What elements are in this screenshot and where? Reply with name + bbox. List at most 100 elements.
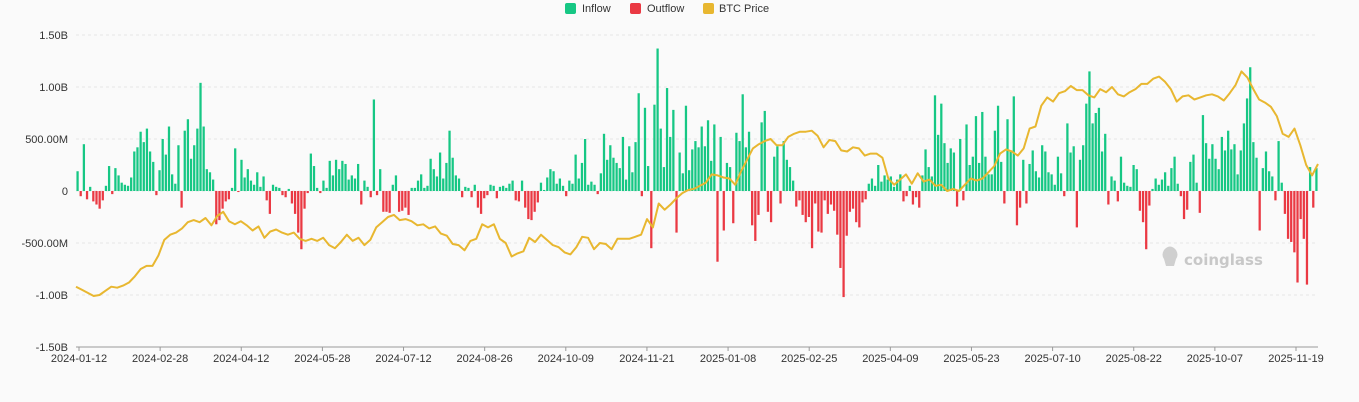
legend-item-btc-price[interactable]: BTC Price	[703, 3, 769, 15]
outflow-bar	[832, 191, 836, 211]
inflow-bar	[977, 162, 981, 191]
inflow-bar	[344, 163, 347, 191]
outflow-bar	[851, 191, 855, 209]
inflow-bar	[454, 175, 457, 191]
inflow-bar	[549, 169, 552, 191]
coinglass-logo-icon	[1162, 246, 1178, 266]
inflow-bar	[1157, 184, 1160, 191]
outflow-bar	[98, 191, 101, 209]
inflow-bar	[981, 111, 984, 191]
legend-label-outflow: Outflow	[647, 3, 684, 15]
outflow-bar	[227, 191, 231, 200]
inflow-bar	[423, 187, 426, 191]
inflow-bar	[546, 177, 549, 191]
legend-item-inflow[interactable]: Inflow	[565, 3, 611, 15]
inflow-bar	[1012, 96, 1015, 191]
inflow-bar	[782, 141, 785, 191]
legend: Inflow Outflow BTC Price	[565, 3, 769, 15]
inflow-bar	[211, 179, 215, 191]
legend-item-outflow[interactable]: Outflow	[630, 3, 684, 15]
inflow-bar	[937, 134, 940, 191]
outflow-bar	[855, 191, 858, 223]
outflow-bar	[237, 191, 240, 193]
inflow-bar	[713, 124, 716, 191]
inflow-bar	[741, 94, 744, 191]
inflow-bar	[1214, 158, 1217, 191]
outflow-bar	[101, 191, 104, 201]
inflow-bar	[684, 105, 688, 191]
inflow-bar	[1031, 150, 1034, 191]
inflow-bar	[1100, 151, 1104, 191]
inflow-bar	[672, 109, 675, 191]
y-tick-label: -1.00B	[36, 290, 68, 302]
inflow-bar	[287, 188, 290, 191]
outflow-bar	[407, 191, 410, 215]
outflow-bar	[836, 191, 839, 235]
inflow-bar	[949, 148, 952, 191]
watermark-text: coinglass	[1184, 251, 1263, 269]
inflow-bar	[1220, 136, 1223, 191]
outflow-bar	[829, 191, 833, 205]
inflow-bar	[1201, 115, 1205, 191]
outflow-bar	[524, 191, 527, 208]
inflow-bar	[394, 175, 398, 191]
outflow-bar	[536, 191, 539, 203]
inflow-bar	[1154, 178, 1157, 191]
inflow-bar	[208, 172, 212, 191]
inflow-bar	[659, 128, 662, 191]
inflow-bar	[338, 169, 341, 191]
inflow-bar	[429, 158, 432, 191]
outflow-bar	[1290, 191, 1293, 242]
outflow-bar	[1116, 191, 1119, 202]
inflow-bar	[426, 185, 429, 191]
outflow-bar	[757, 191, 760, 215]
inflow-bar	[959, 139, 962, 191]
inflow-bar	[322, 180, 325, 191]
inflow-bar	[189, 158, 193, 191]
outflow-bar	[914, 191, 918, 198]
inflow-bar	[615, 162, 618, 191]
inflow-bar	[602, 133, 606, 191]
inflow-bar	[1227, 130, 1230, 191]
inflow-bar	[142, 142, 145, 191]
inflow-bar	[747, 131, 751, 191]
inflow-bar	[1000, 161, 1003, 191]
inflow-bar	[350, 175, 353, 191]
inflow-bar	[230, 187, 234, 191]
inflow-bar	[1249, 67, 1252, 191]
outflow-bar	[1018, 191, 1022, 208]
inflow-bar	[139, 131, 142, 191]
outflow-bar	[779, 191, 782, 204]
inflow-bar	[621, 136, 625, 191]
inflow-bar	[372, 99, 376, 191]
inflow-bar	[1009, 150, 1012, 191]
inflow-bar	[1110, 176, 1113, 191]
inflow-bar	[1308, 167, 1312, 191]
flow-bars	[76, 48, 1318, 298]
y-axis: 1.50B 1.00B 500.00M 0 -500.00M -1.00B -1.50B	[22, 30, 68, 354]
inflow-bar	[133, 151, 136, 191]
inflow-bar	[552, 171, 555, 191]
outflow-bar	[479, 191, 483, 214]
x-tick-label: 2025-04-09	[862, 353, 918, 365]
inflow-bar	[186, 119, 190, 191]
outflow-bar	[842, 191, 845, 298]
outflow-bar	[224, 191, 227, 202]
outflow-bar	[962, 191, 965, 201]
outflow-bar	[514, 191, 517, 201]
inflow-bar	[996, 105, 1000, 191]
inflow-bar	[467, 187, 470, 191]
inflow-bar	[990, 174, 993, 191]
inflow-bar	[413, 187, 417, 191]
inflow-bar	[612, 157, 615, 191]
outflow-bar	[385, 191, 388, 212]
inflow-bar	[700, 126, 703, 191]
outflow-bar	[1003, 191, 1006, 204]
inflow-bar	[738, 141, 741, 191]
inflow-bar	[1059, 173, 1063, 191]
inflow-bar	[331, 175, 335, 191]
inflow-bar	[275, 186, 278, 191]
outflow-bar	[826, 191, 829, 214]
y-tick-label: 500.00M	[25, 134, 68, 146]
outflow-bar	[1299, 191, 1302, 220]
